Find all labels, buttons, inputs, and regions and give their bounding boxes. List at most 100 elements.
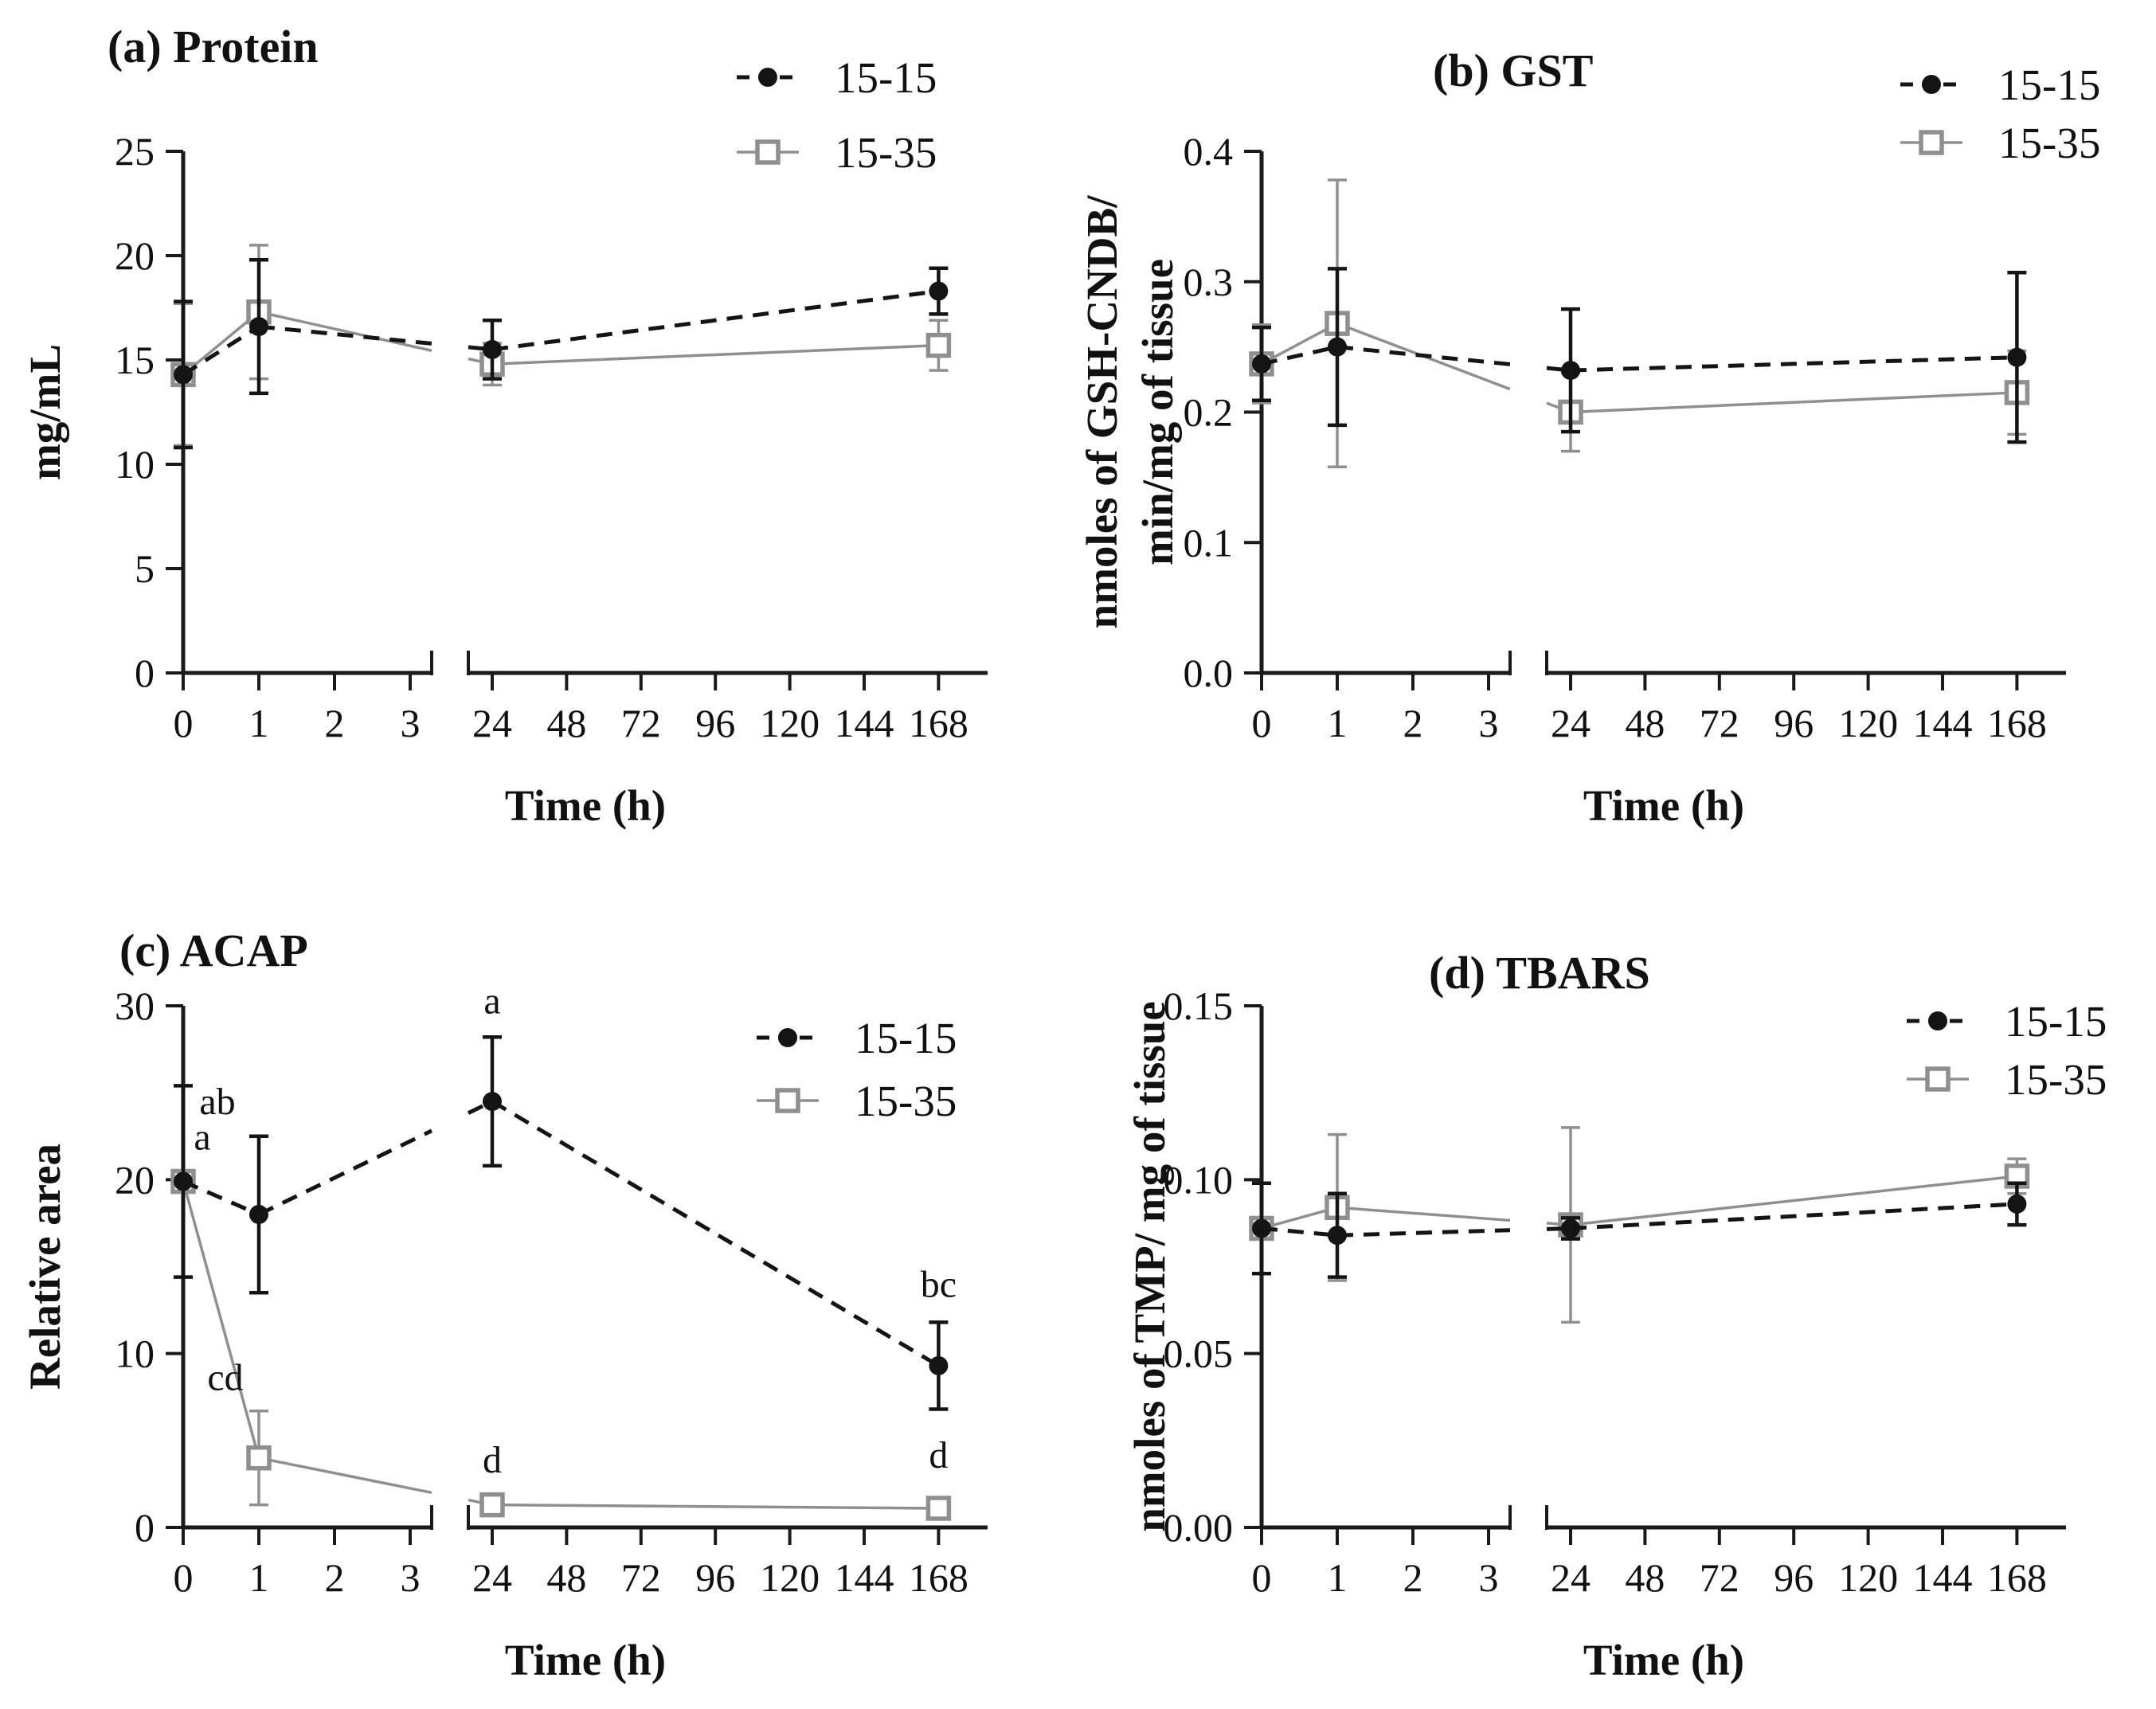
y-tick-label: 20 (115, 1157, 155, 1202)
legend-label: 15-35 (2005, 1055, 2107, 1104)
x-tick-label: 72 (621, 1555, 661, 1600)
y-tick-label: 0 (135, 1505, 155, 1550)
series-line (1570, 355, 2017, 373)
panel-b-gst: 0.0 0.1 0.2 0.3 0.4 0 1 2 3 24 48 72 96 120 144 168 Time… (1078, 0, 2156, 854)
series-line (182, 1181, 260, 1459)
x-tick-label: 24 (1551, 1555, 1591, 1600)
axes: 0.0 0.1 0.2 0.3 0.4 0 1 2 3 24 48 72 96 120 144 168 Time… (1078, 129, 2066, 830)
panel-title: (d) TBARS (1429, 947, 1650, 999)
significance-letter: d (929, 1434, 948, 1476)
x-tick-label: 120 (760, 1555, 820, 1600)
x-tick-label: 168 (909, 701, 968, 745)
filled-circle-marker (1252, 1218, 1271, 1238)
x-tick-label: 144 (1913, 1555, 1973, 1600)
x-tick-label: 144 (1913, 701, 1973, 745)
x-tick-label: 24 (1551, 701, 1591, 745)
y-tick-label: 0.4 (1184, 129, 1234, 174)
x-tick-label: 2 (325, 701, 345, 745)
x-tick-label: 1 (249, 701, 269, 745)
y-axis-title: nmoles of GSH-CNDB/ (1078, 195, 1126, 629)
x-tick-label: 120 (760, 701, 820, 745)
y-tick-label: 0.3 (1184, 260, 1234, 304)
x-axis-title: Time (h) (505, 1636, 666, 1684)
y-tick-label: 0.10 (1164, 1157, 1234, 1202)
series-line (1261, 322, 1338, 366)
series-15-35 (1249, 178, 2030, 469)
x-tick-label: 3 (401, 1555, 421, 1600)
legend-filled-circle-marker (778, 1028, 797, 1047)
panel-a-protein: 0 5 10 15 20 25 0 1 2 3 24 48 72 96 120 144 168 Time (h) m… (0, 0, 1078, 854)
y-tick-label: 25 (115, 129, 155, 174)
y-tick-label: 10 (115, 1332, 155, 1376)
significance-letter: cd (207, 1357, 243, 1399)
axes: 0.00 0.05 0.10 0.15 0 1 2 3 24 48 72 96 120 144 168 Tim… (1125, 984, 2066, 1684)
panel-c-acap: 0 10 20 30 0 1 2 3 24 48 72 96 120 144 168 Time (h) Rela… (0, 854, 1078, 1709)
filled-circle-marker (174, 1171, 193, 1191)
x-tick-label: 48 (546, 1555, 586, 1600)
series-line (1546, 1226, 1571, 1231)
series-line (1261, 1206, 1338, 1230)
gst-line-chart: 0.0 0.1 0.2 0.3 0.4 0 1 2 3 24 48 72 96 120 144 168 Time… (1078, 45, 2100, 830)
filled-circle-marker (249, 317, 268, 337)
x-tick-label: 144 (835, 1555, 894, 1600)
x-tick-label: 3 (1479, 701, 1499, 745)
legend-filled-circle-marker (1928, 1011, 1947, 1030)
legend-filled-circle-marker (758, 68, 777, 87)
acap-line-chart: 0 10 20 30 0 1 2 3 24 48 72 96 120 144 168 Time (h) Rela… (21, 925, 988, 1684)
x-tick-label: 3 (401, 701, 421, 745)
panel-title: (b) GST (1433, 45, 1593, 96)
y-tick-label: 0.00 (1164, 1505, 1234, 1550)
x-tick-label: 120 (1838, 1555, 1898, 1600)
significance-letter: bc (921, 1263, 957, 1305)
filled-circle-marker (2007, 347, 2027, 367)
series-line (491, 343, 939, 366)
legend-label: 15-15 (855, 1014, 957, 1062)
x-tick-label: 48 (1625, 1555, 1665, 1600)
series-line (257, 1128, 433, 1217)
open-square-marker (925, 332, 952, 358)
y-axis-title: mg/mL (21, 344, 69, 480)
x-tick-label: 96 (695, 701, 735, 745)
x-tick-label: 168 (1987, 701, 2047, 745)
series-line (1336, 1228, 1511, 1238)
open-square-marker (246, 1445, 272, 1471)
y-tick-label: 0.1 (1184, 520, 1234, 565)
series-line (182, 1179, 260, 1217)
filled-circle-marker (929, 281, 949, 301)
filled-circle-marker (249, 1205, 268, 1224)
series-line (258, 324, 432, 346)
panel-title: (a) Protein (108, 21, 319, 72)
panel-title: (c) ACAP (119, 925, 308, 976)
series-line (1261, 345, 1338, 366)
x-axis-title: Time (h) (505, 781, 666, 830)
significance-letter: a (483, 980, 500, 1022)
y-tick-label: 0.2 (1184, 390, 1234, 435)
series-line (1546, 366, 1571, 373)
x-tick-label: 96 (1774, 701, 1814, 745)
filled-circle-marker (1561, 1218, 1580, 1238)
x-tick-label: 120 (1838, 701, 1898, 745)
series-line (1570, 391, 2017, 414)
series-15-15 (1252, 267, 2027, 444)
x-tick-label: 144 (835, 701, 894, 745)
y-tick-label: 0.05 (1164, 1332, 1234, 1376)
legend-filled-circle-marker (1922, 75, 1941, 94)
legend-open-square-marker (775, 1088, 800, 1113)
filled-circle-marker (1561, 361, 1580, 381)
series-line (182, 324, 260, 377)
x-tick-label: 1 (1328, 701, 1348, 745)
legend: 15-15 15-35 (1900, 61, 2100, 167)
filled-circle-marker (174, 365, 193, 385)
y-tick-label: 0.15 (1164, 984, 1234, 1028)
x-tick-label: 24 (472, 1555, 512, 1600)
y-tick-label: 10 (115, 442, 155, 487)
series-15-35 (1249, 1126, 2030, 1324)
x-tick-label: 168 (909, 1555, 968, 1600)
x-tick-label: 168 (1987, 1555, 2047, 1600)
y-tick-label: 20 (115, 233, 155, 278)
y-tick-label: 15 (115, 338, 155, 382)
legend: 15-15 15-35 (757, 1014, 957, 1125)
series-line (467, 1099, 494, 1115)
filled-circle-marker (1328, 337, 1347, 357)
series-15-15 (1252, 1181, 2027, 1279)
